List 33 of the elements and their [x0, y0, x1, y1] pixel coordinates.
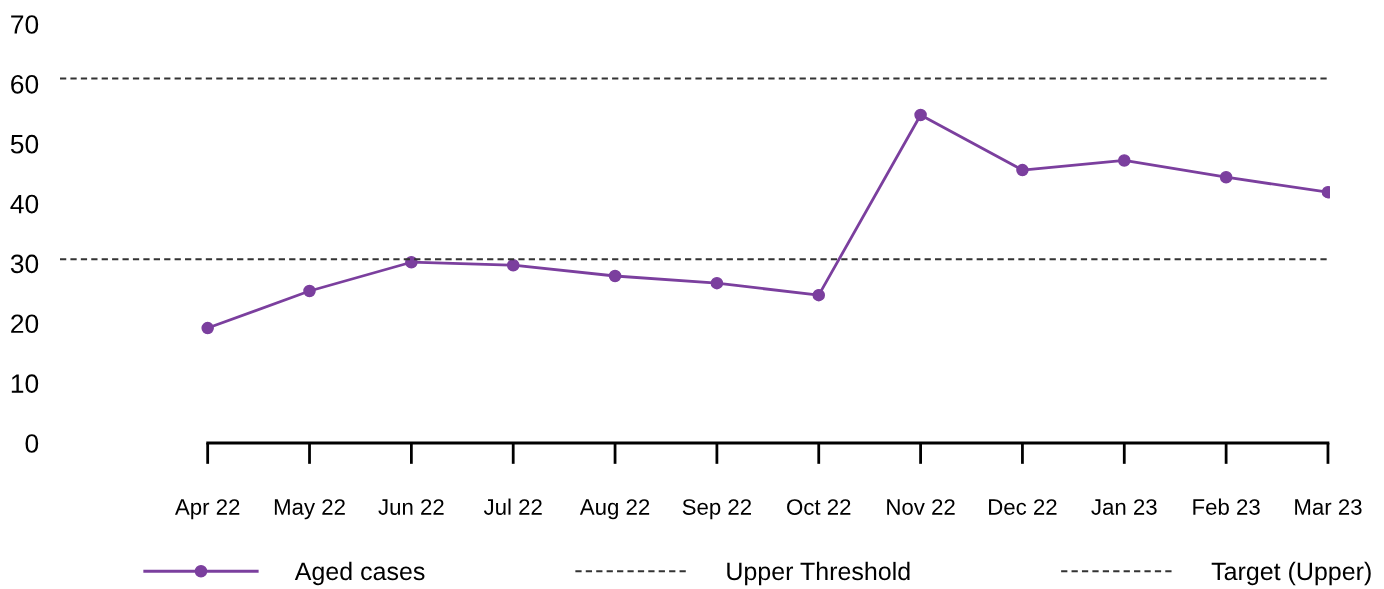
x-tick-label: Nov 22: [887, 499, 955, 515]
x-tick-label: Aug 22: [579, 499, 650, 520]
x-tick-label: Jan 23: [1091, 499, 1157, 515]
x-tick-label: Oct 22: [787, 499, 851, 515]
y-tick-label: 0: [25, 434, 39, 453]
y-tick-label: 20: [11, 314, 39, 334]
legend-label: Aged cases: [294, 561, 425, 586]
y-tick-label: 50: [10, 134, 39, 154]
legend-label: Target (Upper): [1211, 561, 1371, 586]
x-tick-label: Jul 22: [483, 498, 542, 515]
y-tick-label: 70: [11, 15, 39, 34]
point: [506, 258, 520, 272]
x-tick-label: Jun 22: [378, 499, 444, 515]
point: [1016, 163, 1029, 177]
x-tick-label: Feb 23: [1193, 498, 1260, 515]
y-tick-label: 30: [10, 254, 39, 274]
point: [812, 288, 825, 302]
point: [201, 321, 214, 335]
x-tick-label: Mar 23: [1295, 499, 1362, 515]
point: [608, 269, 622, 283]
point: [914, 108, 927, 122]
point: [303, 284, 316, 298]
x-tick-label: May 22: [274, 499, 345, 520]
point: [1118, 154, 1131, 167]
x-tick-label: Apr 22: [174, 499, 240, 520]
x-tick-label: Dec 22: [989, 499, 1057, 515]
point: [1219, 170, 1233, 184]
x-tick-label: Sep 22: [682, 499, 751, 520]
y-tick-label: 10: [11, 374, 39, 393]
legend-label: Upper Threshold: [727, 561, 910, 586]
point: [710, 276, 724, 290]
y-tick-label: 40: [10, 194, 39, 214]
y-tick-label: 60: [11, 74, 39, 94]
